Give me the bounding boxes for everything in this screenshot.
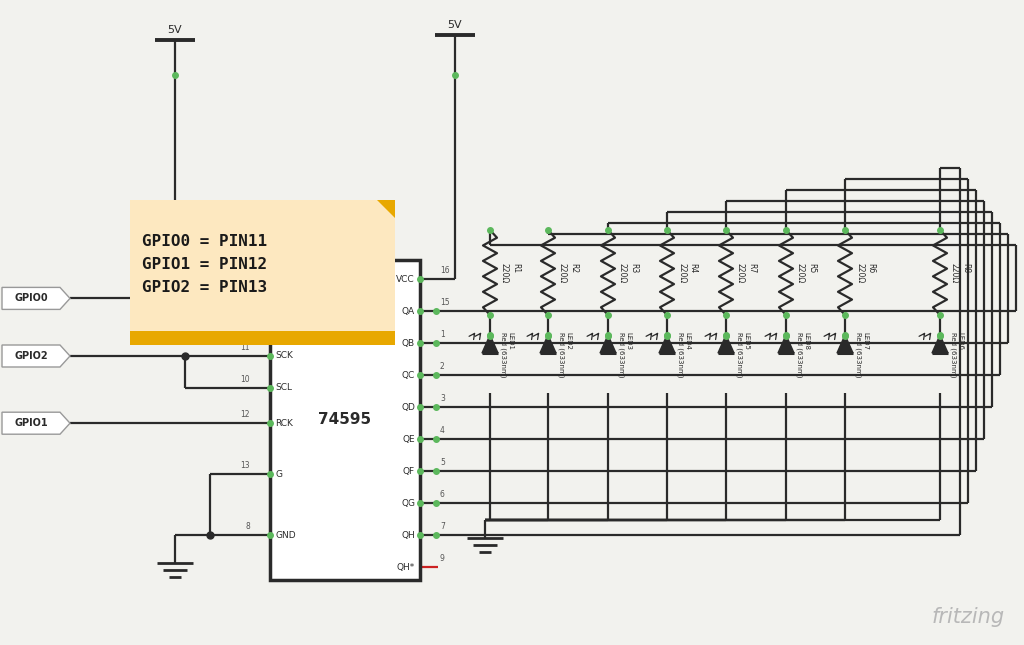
Text: R8
220Ω: R8 220Ω	[950, 263, 970, 283]
Text: RCK: RCK	[275, 419, 293, 428]
Text: 5V: 5V	[168, 25, 182, 35]
Polygon shape	[2, 345, 70, 367]
Text: LED1
Red (633nm): LED1 Red (633nm)	[500, 332, 513, 378]
Bar	[130, 331, 395, 345]
Text: IC1: IC1	[375, 222, 395, 235]
Text: 15: 15	[440, 298, 450, 307]
Text: 3: 3	[440, 394, 444, 403]
Text: QH*: QH*	[396, 562, 415, 571]
Text: LED3
Red (633nm): LED3 Red (633nm)	[618, 332, 632, 378]
Text: R2
220Ω: R2 220Ω	[558, 263, 579, 283]
Text: LED4
Red (633nm): LED4 Red (633nm)	[677, 332, 690, 378]
Polygon shape	[600, 335, 616, 353]
Text: QB: QB	[401, 339, 415, 348]
Text: LED2
Red (633nm): LED2 Red (633nm)	[558, 332, 571, 378]
Text: 5V: 5V	[447, 20, 462, 30]
Polygon shape	[932, 335, 948, 353]
Polygon shape	[659, 335, 675, 353]
Text: 16: 16	[440, 266, 450, 275]
Text: 14: 14	[241, 285, 250, 294]
Text: 2: 2	[440, 362, 444, 372]
Text: LED6
Red (633nm): LED6 Red (633nm)	[950, 332, 964, 378]
Text: 4: 4	[440, 426, 444, 435]
Text: LED7
Red (633nm): LED7 Red (633nm)	[855, 332, 868, 378]
Text: GPIO0: GPIO0	[14, 293, 48, 303]
Text: LED5
Red (633nm): LED5 Red (633nm)	[736, 332, 750, 378]
Text: 7: 7	[440, 522, 444, 531]
Text: VCC: VCC	[396, 275, 415, 284]
Text: 1: 1	[440, 330, 444, 339]
Text: 5: 5	[440, 458, 444, 467]
Text: R3
220Ω: R3 220Ω	[618, 263, 638, 283]
Text: fritzing: fritzing	[932, 607, 1005, 627]
Polygon shape	[718, 335, 734, 353]
Text: GPIO0 = PIN11
GPIO1 = PIN12
GPIO2 = PIN13: GPIO0 = PIN11 GPIO1 = PIN12 GPIO2 = PIN1…	[142, 234, 267, 295]
Text: R1
220Ω: R1 220Ω	[500, 263, 520, 283]
Text: QF: QF	[402, 467, 415, 476]
Text: 10: 10	[241, 375, 250, 384]
Text: R5
220Ω: R5 220Ω	[796, 263, 816, 283]
Text: 9: 9	[440, 554, 444, 563]
Text: QG: QG	[401, 499, 415, 508]
Text: QE: QE	[402, 435, 415, 444]
Text: QA: QA	[401, 307, 415, 315]
Text: 8: 8	[246, 522, 250, 531]
Text: 11: 11	[241, 343, 250, 352]
Text: GND: GND	[275, 531, 296, 540]
Text: 13: 13	[241, 461, 250, 470]
Polygon shape	[837, 335, 853, 353]
Polygon shape	[482, 335, 498, 353]
Text: R6
220Ω: R6 220Ω	[855, 263, 876, 283]
Text: GPIO2: GPIO2	[14, 351, 48, 361]
Polygon shape	[540, 335, 556, 353]
Text: SCL: SCL	[275, 384, 292, 393]
Text: 6: 6	[440, 490, 444, 499]
Text: QC: QC	[401, 371, 415, 380]
Polygon shape	[2, 412, 70, 434]
Polygon shape	[377, 200, 395, 218]
Polygon shape	[2, 288, 70, 310]
Polygon shape	[778, 335, 794, 353]
Text: QH: QH	[401, 531, 415, 540]
Text: 12: 12	[241, 410, 250, 419]
Text: 74595: 74595	[318, 413, 372, 428]
Text: QD: QD	[401, 402, 415, 412]
Text: R4
220Ω: R4 220Ω	[677, 263, 697, 283]
Text: G: G	[275, 470, 282, 479]
Text: LED8
Red (633nm): LED8 Red (633nm)	[796, 332, 810, 378]
Text: GPIO1: GPIO1	[14, 418, 48, 428]
Text: SCK: SCK	[275, 352, 293, 361]
Bar	[270, 260, 420, 580]
Text: R7
220Ω: R7 220Ω	[736, 263, 756, 283]
Text: SER: SER	[275, 294, 293, 303]
Bar	[130, 200, 395, 345]
